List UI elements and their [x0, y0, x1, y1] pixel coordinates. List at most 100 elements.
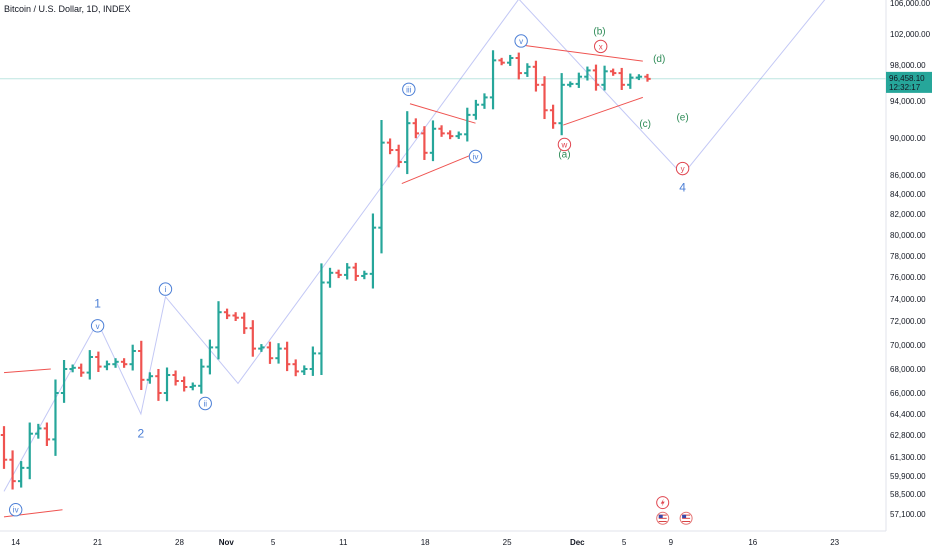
ohlc-bar[interactable]: [35, 423, 42, 439]
ohlc-bar[interactable]: [52, 379, 59, 456]
ohlc-bar[interactable]: [249, 320, 257, 357]
ohlc-bar[interactable]: [283, 341, 291, 372]
ohlc-bar[interactable]: [232, 312, 239, 321]
wave-label[interactable]: (c): [639, 119, 651, 130]
wave-label[interactable]: iv: [468, 149, 483, 164]
ohlc-bar[interactable]: [549, 104, 557, 129]
ohlc-bar[interactable]: [541, 76, 548, 120]
wave-label[interactable]: w: [557, 137, 572, 152]
ohlc-bar[interactable]: [95, 351, 102, 372]
wave-label[interactable]: (e): [676, 113, 688, 124]
ohlc-bar[interactable]: [421, 126, 428, 160]
ohlc-bar[interactable]: [241, 312, 248, 334]
wave-label[interactable]: y: [675, 161, 690, 176]
lightning-icon[interactable]: [656, 496, 670, 510]
ohlc-bar[interactable]: [627, 73, 634, 89]
wave-label[interactable]: iii: [402, 82, 416, 97]
wave-label[interactable]: i: [158, 282, 173, 296]
ohlc-bar[interactable]: [60, 360, 68, 403]
triangle-line-b-d[interactable]: [525, 45, 643, 62]
ohlc-bar[interactable]: [532, 60, 540, 92]
trend-line-left[interactable]: [3, 368, 51, 374]
ohlc-bar[interactable]: [43, 422, 51, 446]
wave-label[interactable]: v: [514, 34, 528, 48]
ohlc-bar[interactable]: [189, 382, 196, 391]
ohlc-bar[interactable]: [275, 343, 282, 364]
ohlc-bar[interactable]: [326, 267, 334, 288]
ohlc-bar[interactable]: [369, 213, 377, 289]
time-axis[interactable]: 14 21 28 Nov 5 11 18 25 Dec 5 9 16 23: [11, 538, 839, 547]
ohlc-bar[interactable]: [472, 99, 480, 120]
ohlc-bar[interactable]: [129, 344, 136, 371]
ohlc-bar[interactable]: [481, 93, 488, 109]
ohlc-bar[interactable]: [206, 339, 214, 375]
wave-label[interactable]: 1: [94, 296, 101, 310]
ohlc-bar[interactable]: [498, 57, 505, 66]
ohlc-bar[interactable]: [301, 365, 308, 375]
ohlc-bar[interactable]: [584, 66, 591, 81]
wave-label[interactable]: ii: [198, 396, 212, 411]
ohlc-bar[interactable]: [0, 426, 8, 469]
ohlc-bar[interactable]: [146, 372, 154, 384]
wave-label[interactable]: 4: [679, 180, 686, 194]
ohlc-bar[interactable]: [343, 263, 351, 280]
wave-label[interactable]: (a): [558, 150, 570, 161]
ohlc-bar[interactable]: [567, 81, 574, 88]
ohlc-bar[interactable]: [438, 125, 445, 137]
ohlc-bar[interactable]: [17, 461, 25, 488]
ohlc-bar[interactable]: [489, 50, 497, 110]
ohlc-bar[interactable]: [515, 52, 522, 80]
ohlc-bar[interactable]: [609, 68, 617, 76]
ohlc-bar[interactable]: [172, 370, 179, 386]
ohlc-bar[interactable]: [318, 263, 325, 375]
ohlc-bar[interactable]: [429, 120, 437, 162]
ohlc-bar[interactable]: [618, 67, 625, 90]
ohlc-bar[interactable]: [524, 63, 531, 77]
price-axis[interactable]: 106,000.00 102,000.00 98,000.00 94,000.00 90…: [890, 0, 931, 519]
ohlc-bar[interactable]: [378, 119, 385, 254]
triangle-line-iii-iv[interactable]: [401, 153, 475, 185]
ohlc-bar[interactable]: [506, 54, 514, 66]
ohlc-bar[interactable]: [78, 363, 85, 377]
ohlc-bar[interactable]: [404, 111, 411, 175]
ohlc-bar[interactable]: [386, 138, 394, 155]
ohlc-bar[interactable]: [155, 369, 162, 401]
ohlc-bar[interactable]: [223, 308, 231, 320]
ohlc-bar[interactable]: [395, 144, 402, 168]
ohlc-bar[interactable]: [446, 130, 454, 140]
wave-label[interactable]: (d): [653, 54, 665, 65]
ohlc-bar[interactable]: [455, 131, 462, 139]
ohlc-bar[interactable]: [635, 74, 643, 81]
ohlc-bar[interactable]: [103, 360, 111, 371]
ohlc-bar[interactable]: [601, 65, 608, 91]
ohlc-bar[interactable]: [9, 450, 16, 490]
ohlc-bar[interactable]: [163, 367, 171, 402]
ohlc-bar[interactable]: [69, 364, 76, 373]
ohlc-bar[interactable]: [361, 270, 368, 280]
triangle-line-b-d[interactable]: [563, 96, 643, 126]
ohlc-bar[interactable]: [138, 340, 145, 390]
ohlc-bar[interactable]: [180, 376, 188, 392]
ohlc-bar[interactable]: [292, 359, 299, 377]
ohlc-bar[interactable]: [412, 118, 420, 139]
ohlc-bar[interactable]: [309, 346, 317, 376]
wave-label[interactable]: (b): [593, 27, 605, 38]
ohlc-bar[interactable]: [464, 107, 471, 142]
ohlc-bar[interactable]: [575, 72, 583, 88]
ohlc-bar[interactable]: [644, 73, 651, 82]
wave-label[interactable]: v: [90, 319, 105, 333]
wave-label[interactable]: 2: [138, 427, 145, 441]
ohlc-bar[interactable]: [120, 358, 128, 368]
ohlc-bar[interactable]: [258, 344, 265, 352]
ohlc-bar[interactable]: [112, 358, 119, 368]
wave-label[interactable]: x: [594, 39, 608, 54]
wave-label[interactable]: iv: [9, 503, 23, 517]
us-flag-icon[interactable]: [656, 511, 670, 525]
us-flag-icon[interactable]: [679, 511, 693, 525]
ohlc-bar[interactable]: [26, 422, 33, 480]
elliott-wave-path[interactable]: [3, 0, 835, 492]
ohlc-bar[interactable]: [215, 301, 222, 360]
ohlc-bar[interactable]: [352, 262, 359, 281]
ohlc-bar[interactable]: [198, 358, 205, 394]
